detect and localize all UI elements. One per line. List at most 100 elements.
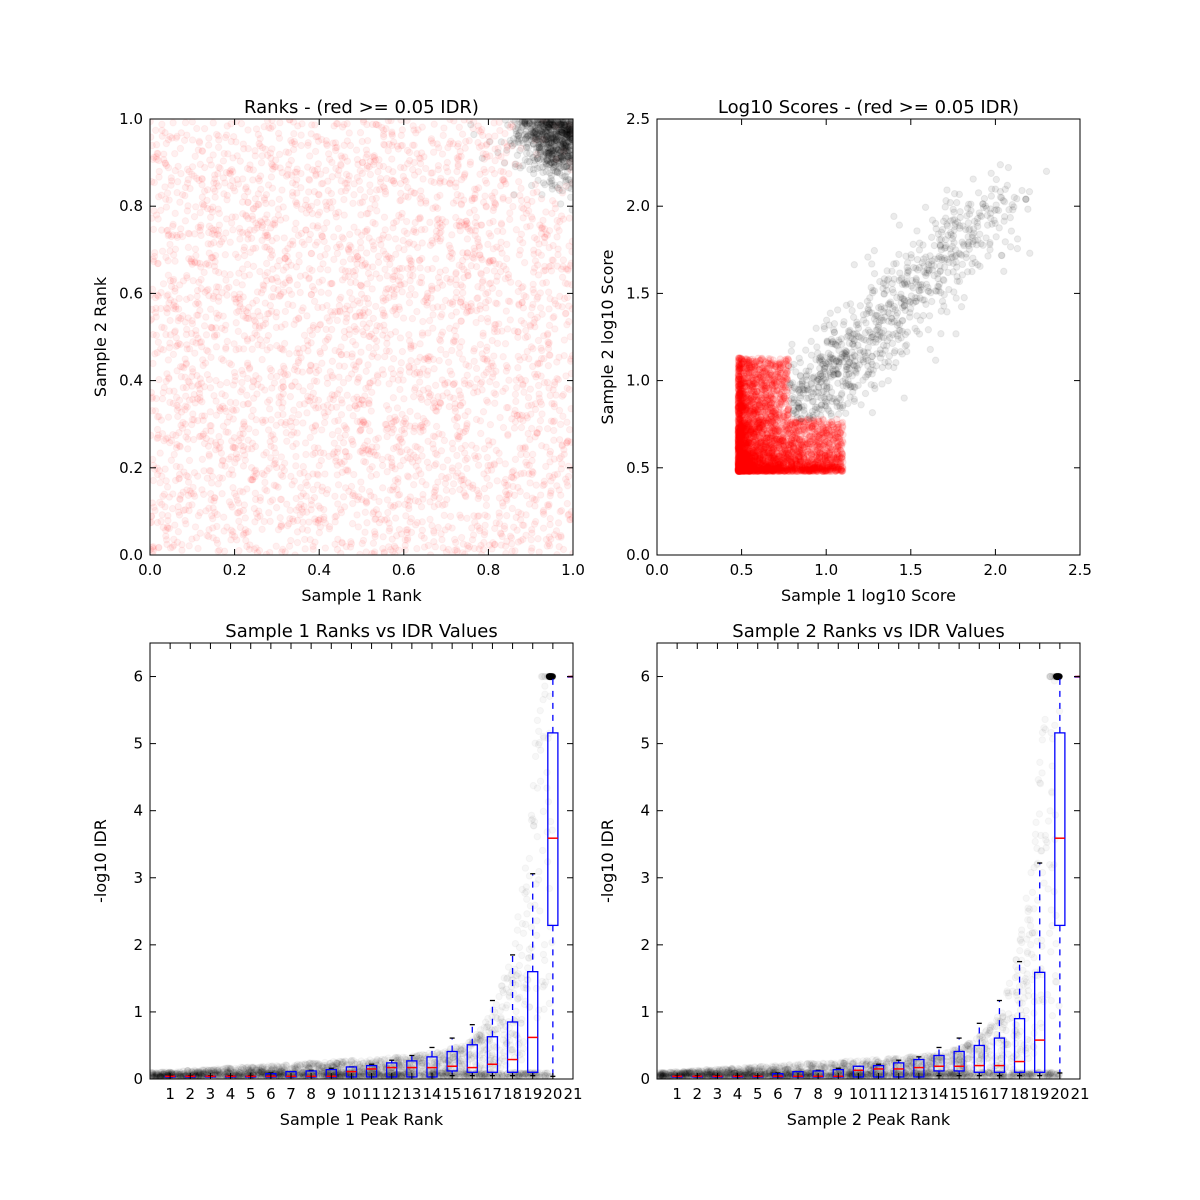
- point: [366, 181, 374, 189]
- point: [351, 266, 360, 275]
- point: [167, 177, 176, 185]
- point: [529, 468, 537, 477]
- point: [249, 394, 258, 402]
- point: [482, 290, 490, 298]
- point: [558, 460, 566, 468]
- point: [533, 295, 541, 303]
- point: [155, 412, 163, 421]
- point: [289, 442, 297, 451]
- point: [176, 463, 184, 471]
- point: [166, 276, 175, 285]
- point: [409, 227, 418, 236]
- point: [261, 315, 270, 324]
- point: [212, 343, 221, 351]
- point: [456, 485, 464, 494]
- point: [285, 286, 293, 295]
- point: [416, 195, 424, 203]
- point: [271, 215, 279, 224]
- point: [281, 254, 290, 263]
- point: [226, 238, 234, 246]
- point: [429, 324, 437, 332]
- point: [362, 146, 371, 154]
- point: [227, 437, 236, 445]
- point: [401, 192, 410, 200]
- point: [333, 390, 342, 398]
- point: [161, 465, 169, 473]
- point: [204, 141, 213, 149]
- point: [555, 435, 564, 444]
- point: [150, 393, 156, 401]
- point: [555, 486, 563, 494]
- point: [370, 528, 379, 536]
- point: [250, 545, 259, 554]
- point: [538, 223, 547, 231]
- point: [372, 327, 380, 335]
- point: [278, 403, 286, 412]
- point: [185, 230, 194, 238]
- point: [188, 382, 196, 390]
- point: [500, 139, 508, 147]
- point: [224, 428, 232, 436]
- point: [308, 266, 316, 275]
- point: [351, 255, 359, 263]
- point: [234, 180, 243, 188]
- point: [251, 152, 259, 160]
- point: [417, 445, 425, 454]
- point: [384, 147, 392, 155]
- point: [496, 126, 504, 135]
- point: [460, 489, 468, 497]
- point: [153, 470, 162, 479]
- point: [356, 128, 365, 137]
- point: [228, 531, 236, 539]
- point: [529, 285, 537, 294]
- point: [523, 223, 531, 231]
- point: [397, 213, 406, 221]
- point: [372, 120, 380, 129]
- point: [365, 427, 374, 435]
- point: [166, 247, 174, 255]
- point: [175, 294, 183, 303]
- point: [344, 467, 352, 475]
- point: [403, 159, 412, 168]
- point: [408, 458, 417, 466]
- point: [236, 157, 244, 165]
- point: [184, 491, 192, 500]
- point: [407, 341, 415, 349]
- point: [565, 385, 573, 394]
- point: [442, 486, 451, 494]
- point: [271, 449, 280, 457]
- point: [269, 165, 277, 173]
- point: [416, 278, 424, 287]
- point: [293, 199, 301, 208]
- point: [334, 427, 342, 435]
- point: [418, 477, 426, 486]
- point: [229, 381, 238, 389]
- point: [558, 442, 566, 450]
- point: [403, 496, 412, 504]
- point: [333, 249, 342, 258]
- point: [419, 426, 427, 435]
- point: [491, 200, 500, 209]
- point: [150, 214, 156, 222]
- point: [409, 265, 417, 273]
- point: [255, 507, 263, 515]
- point: [495, 509, 503, 517]
- point: [345, 330, 353, 339]
- point: [563, 438, 571, 447]
- point: [213, 314, 222, 322]
- point: [211, 508, 219, 517]
- point: [459, 428, 468, 437]
- point: [227, 137, 236, 146]
- point: [241, 514, 249, 522]
- point: [308, 282, 317, 291]
- point: [360, 294, 369, 302]
- point: [177, 225, 185, 233]
- point: [227, 526, 235, 534]
- point: [150, 141, 156, 150]
- point: [473, 522, 482, 530]
- point: [165, 493, 174, 501]
- point: [370, 493, 378, 501]
- point: [203, 204, 212, 213]
- point: [395, 546, 403, 555]
